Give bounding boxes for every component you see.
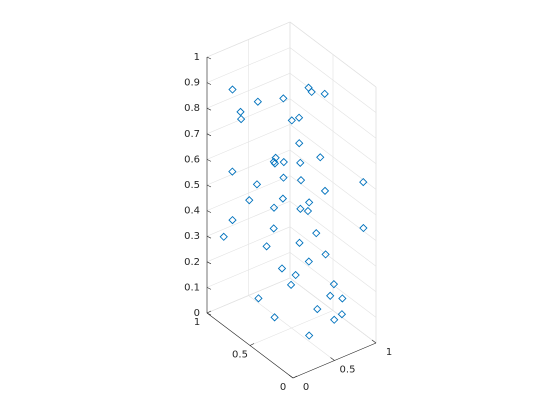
z-tick-label: 0.1 [184,282,200,293]
z-tick [206,159,212,162]
z-tick-label: 0.9 [184,78,200,89]
point [279,157,288,167]
point [312,229,321,238]
point [219,232,228,241]
z-tick [206,107,212,111]
z-tick [206,210,212,213]
point [262,242,271,251]
point [228,85,237,94]
point [296,158,305,167]
grid-line [249,310,334,346]
z-tick-label: 0.7 [184,129,200,140]
y-tick [249,343,255,346]
point [269,224,278,233]
z-tick-label: 0.4 [184,206,200,217]
point [270,313,279,322]
z-tick-label: 0.2 [184,257,200,268]
x-tick [330,357,335,361]
z-tick [206,235,212,239]
point [330,315,339,324]
y-tick-label: 0 [280,382,286,393]
point [296,204,305,213]
z-tick [206,287,212,290]
x-tick-label: 0 [303,382,309,393]
point [228,215,237,225]
point [329,280,339,289]
z-tick [206,184,212,188]
x-tick [288,374,294,379]
point [326,291,335,300]
point [295,238,304,247]
point [279,173,288,182]
point [236,114,246,124]
point [291,270,300,280]
x-tick-label: 1 [386,347,392,358]
x-tick [371,339,377,344]
z-tick-label: 0.6 [184,154,200,165]
point [303,206,313,216]
point [296,176,306,185]
point [252,180,262,189]
point [236,107,245,117]
point [269,203,279,212]
point [359,223,368,233]
x-tick-label: 0.5 [340,365,356,376]
point [279,94,288,103]
y-tick [292,375,298,379]
point [305,331,314,340]
point [271,153,280,162]
y-tick-label: 1 [194,317,200,328]
point [270,159,280,168]
point [307,87,316,97]
z-tick [206,312,212,316]
grid-line [206,277,291,314]
z-tick-label: 0.3 [184,231,200,242]
z-tick-label: 0.8 [184,103,200,114]
z-tick-label: 1 [194,52,200,63]
point [337,310,347,319]
point [313,304,322,314]
point [294,113,304,122]
z-tick-label: 0 [194,308,200,319]
z-tick-label: 0.5 [184,180,200,191]
point [304,257,313,266]
point [287,116,296,125]
point [277,264,287,273]
point [338,294,347,303]
z-tick [206,56,212,60]
point [278,194,288,203]
point [320,186,330,196]
y-tick [206,310,212,314]
point [295,139,304,148]
point [286,280,296,289]
y-tick-label: 0.5 [232,350,248,361]
point [316,153,325,162]
z-tick [206,82,212,85]
point [245,196,254,205]
point [305,198,314,207]
point [228,167,237,176]
point [359,177,368,187]
point [254,294,263,303]
point [321,250,330,259]
point [253,97,262,106]
z-tick [206,261,212,265]
z-tick [206,133,212,137]
point [320,89,329,98]
